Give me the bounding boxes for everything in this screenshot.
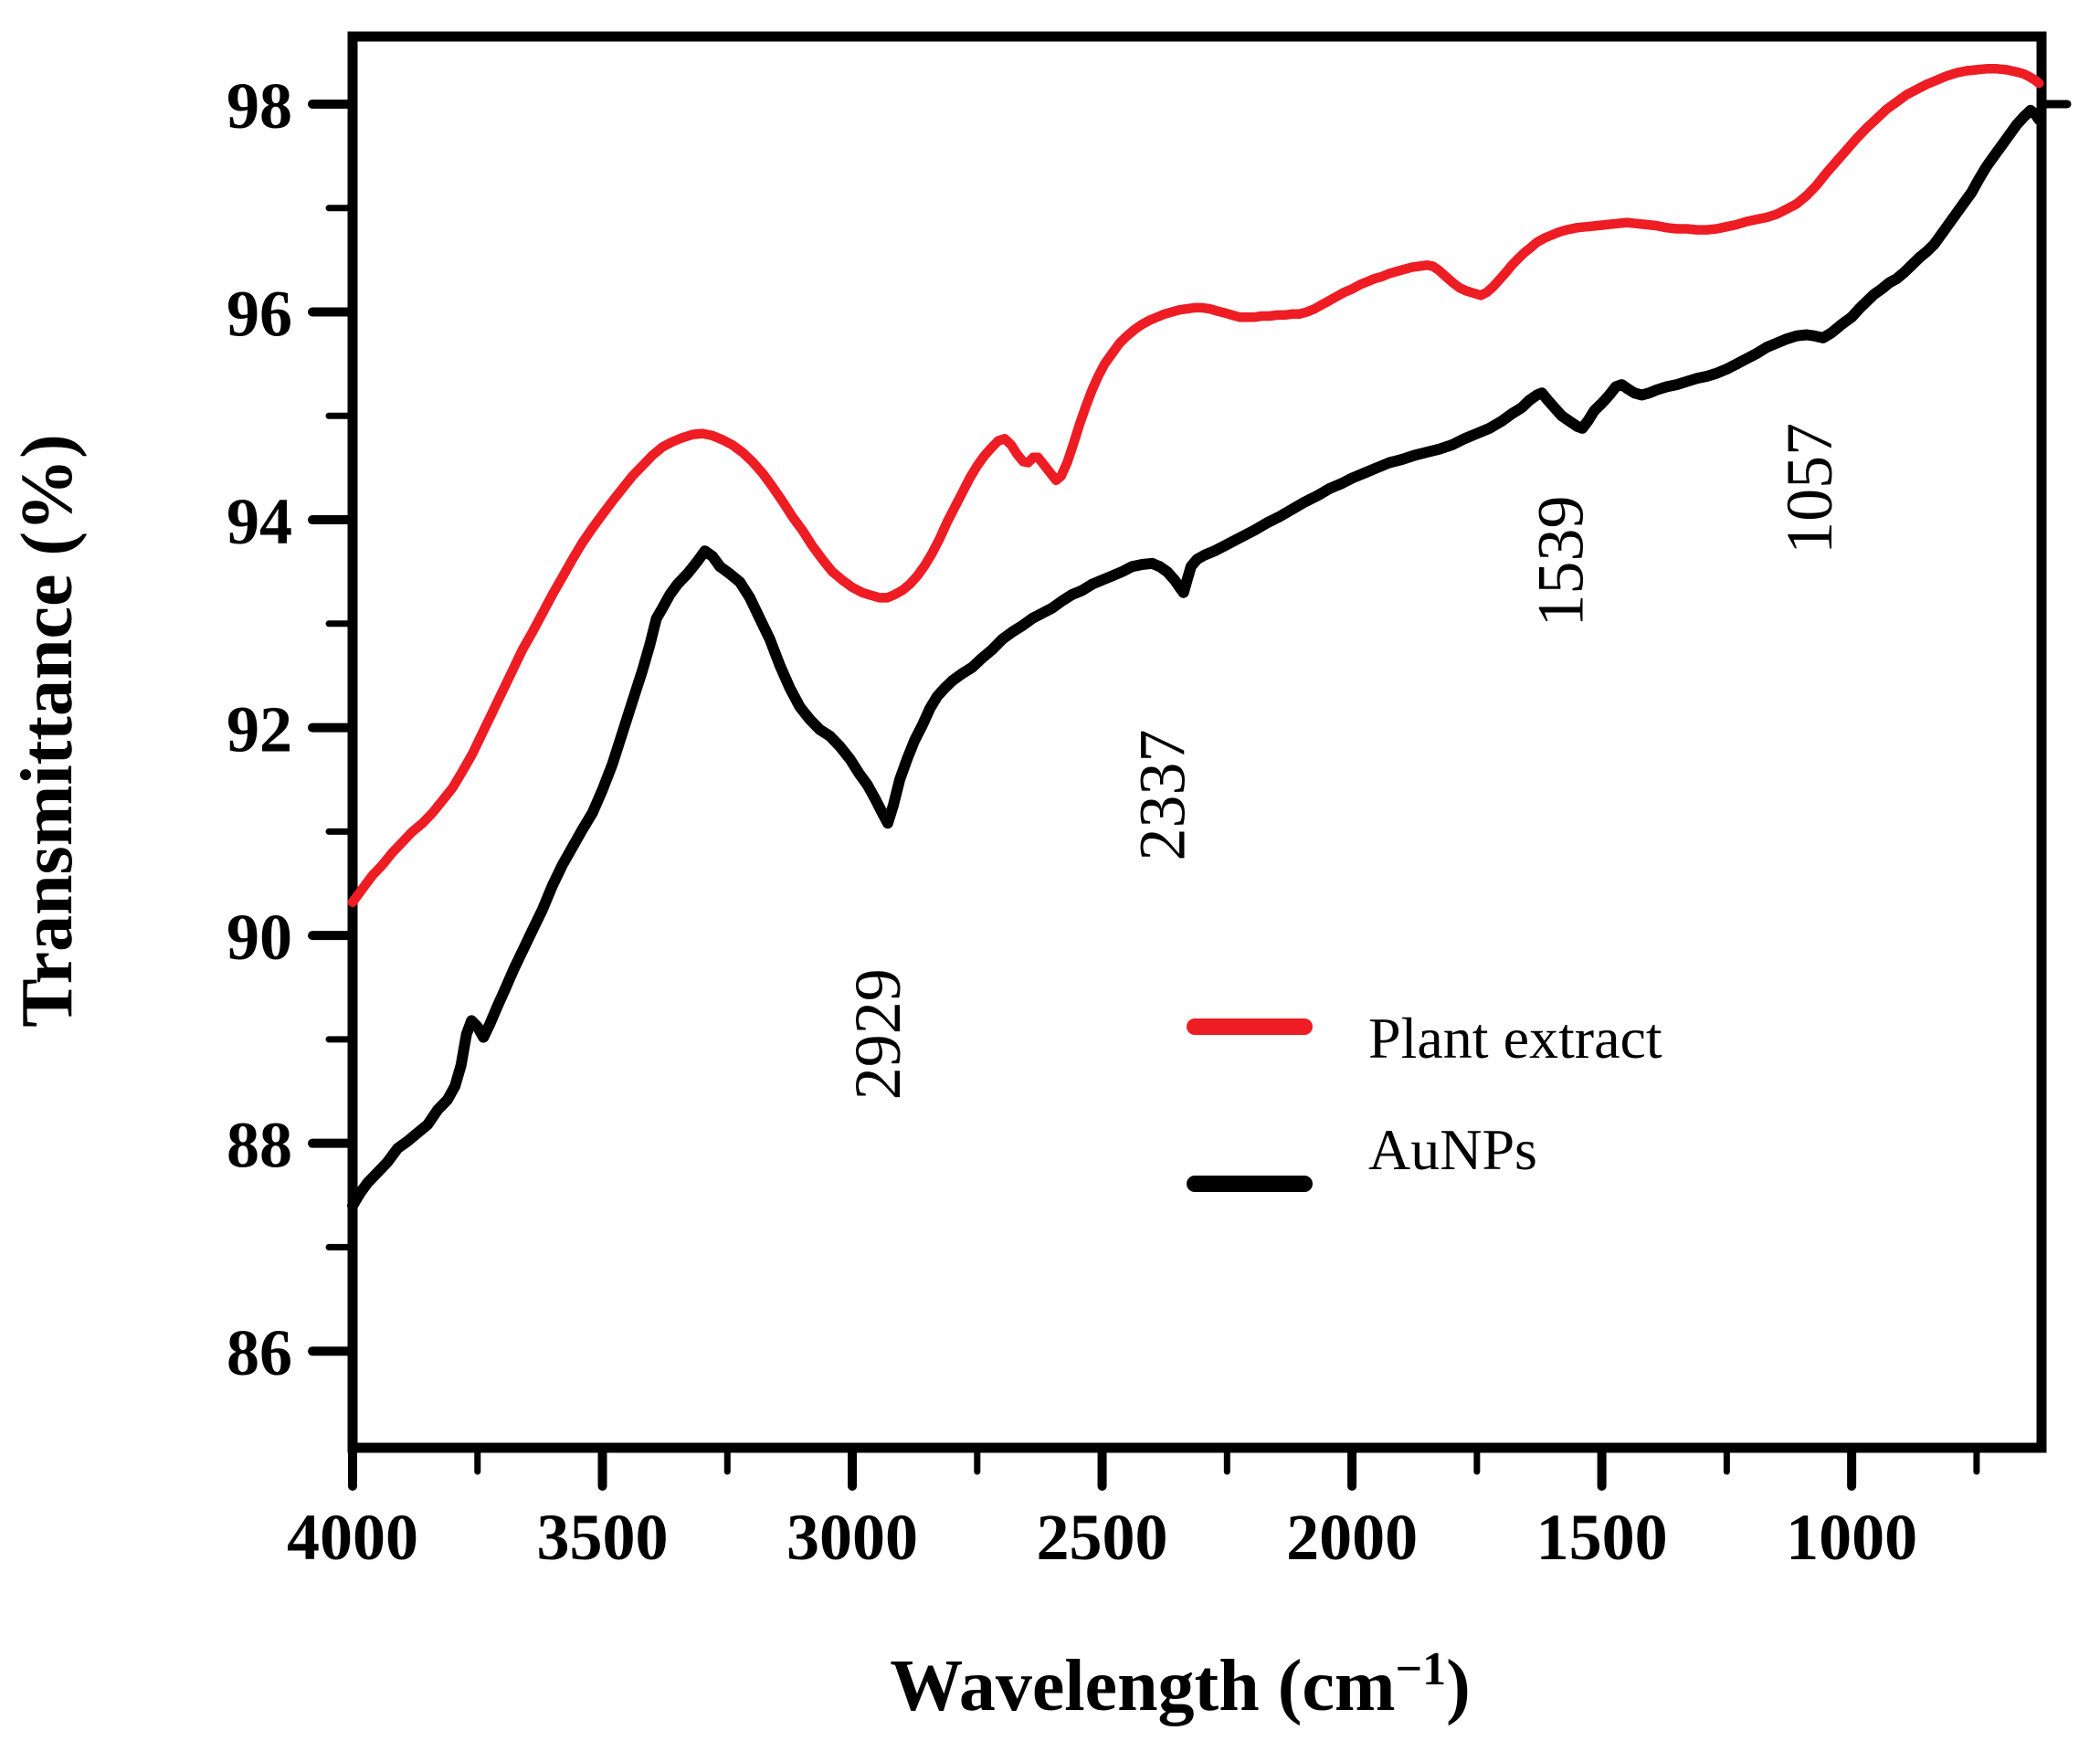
x-axis-title-superscript: −1 <box>1395 1643 1446 1695</box>
curve-plant-extract <box>347 64 2044 907</box>
y-tick-label: 94 <box>227 485 292 558</box>
y-tick-label: 96 <box>227 277 292 350</box>
x-tick-label: 3500 <box>537 1501 669 1574</box>
peak-label-1057: 1057 <box>1773 423 1846 554</box>
peak-label-2929: 2929 <box>841 968 914 1100</box>
legend-label-plant-extract: Plant extract <box>1368 1006 1662 1071</box>
x-axis-ticks: 4000 3500 3000 2500 2000 1500 1000 <box>287 1443 1980 1574</box>
curve-aunps <box>347 104 2045 1211</box>
y-axis-title: Transmittance (%) <box>7 434 88 1028</box>
x-tick-label: 1000 <box>1786 1501 1917 1574</box>
x-axis-title: Wavelength (cm−1) <box>890 1643 1471 1726</box>
y-tick-label: 86 <box>227 1316 292 1389</box>
y-tick-label: 88 <box>227 1109 292 1182</box>
peak-label-1539: 1539 <box>1524 496 1597 628</box>
peak-annotations: 2929 2337 1539 1057 <box>841 423 1846 1100</box>
x-tick-label: 2500 <box>1037 1501 1168 1574</box>
y-tick-label: 90 <box>227 901 292 974</box>
x-tick-label: 3000 <box>786 1501 918 1574</box>
plot-border <box>347 31 2047 1453</box>
x-tick-label: 2000 <box>1286 1501 1418 1574</box>
peak-label-2337: 2337 <box>1125 730 1198 861</box>
spectra-curves <box>347 64 2045 1211</box>
x-tick-label: 1500 <box>1536 1501 1668 1574</box>
legend-label-aunps: AuNPs <box>1368 1117 1537 1182</box>
x-axis-title-close: ) <box>1446 1646 1471 1726</box>
y-tick-label: 92 <box>227 693 292 766</box>
x-tick-label: 4000 <box>287 1501 418 1574</box>
y-axis-ticks: 98 96 94 92 90 88 86 <box>227 69 2072 1389</box>
legend: Plant extract AuNPs <box>1187 1006 1662 1192</box>
y-tick-label: 98 <box>227 69 292 142</box>
x-axis-title-main: Wavelength (cm <box>890 1646 1395 1726</box>
